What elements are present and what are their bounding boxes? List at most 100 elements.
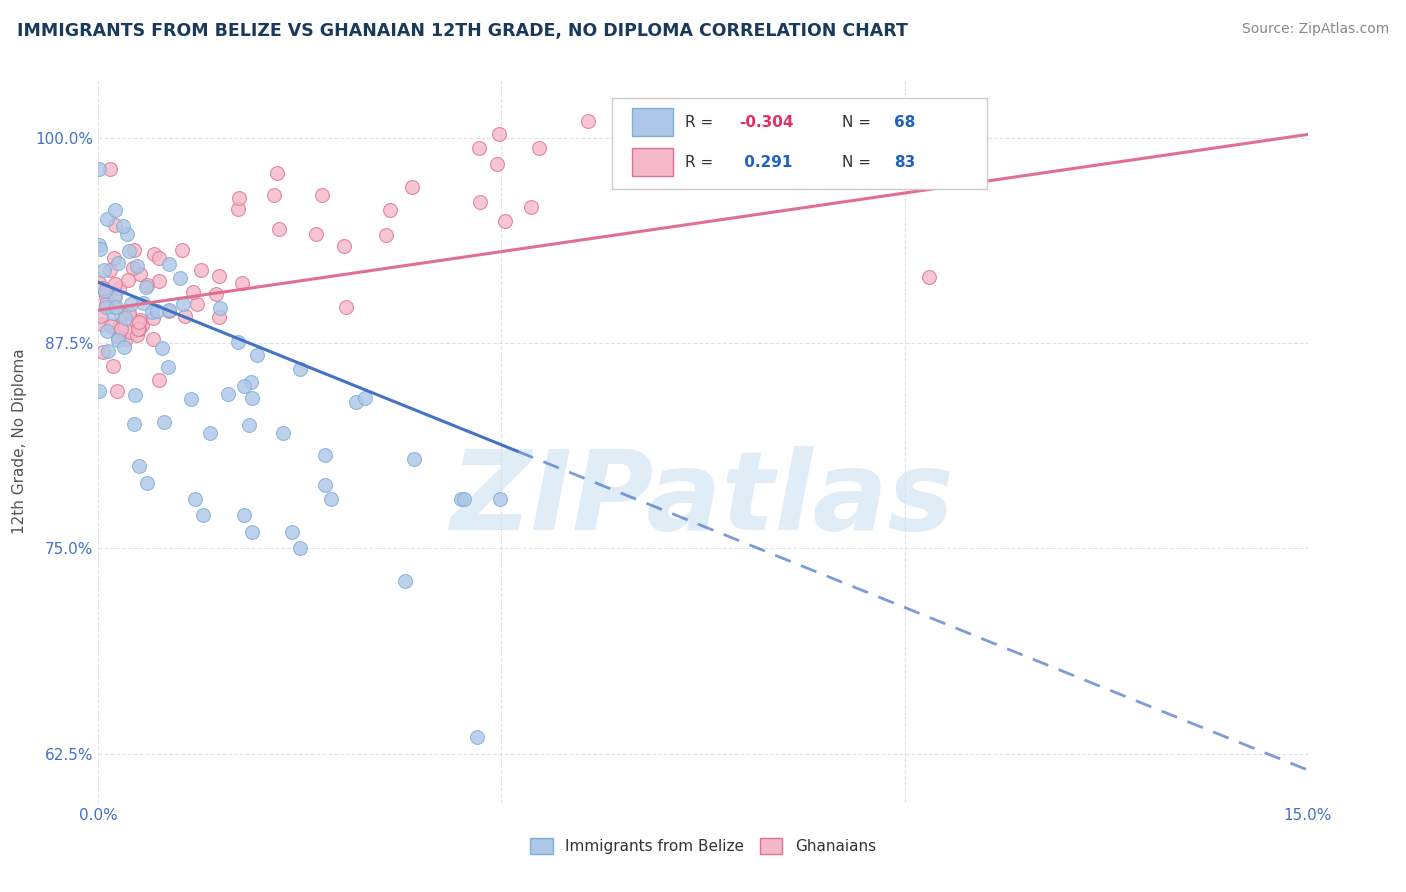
Point	[98, 263, 121, 277]
Text: N =: N =	[842, 155, 872, 170]
Point	[232, 508, 254, 523]
Point	[193, 508, 215, 523]
Point	[157, 302, 180, 317]
Point	[103, 301, 125, 315]
Point	[110, 322, 132, 336]
Point	[401, 180, 423, 194]
Point	[148, 274, 170, 288]
Point	[127, 322, 149, 336]
Point	[232, 379, 254, 393]
Point	[103, 289, 125, 303]
Y-axis label: 12th Grade, No Diploma: 12th Grade, No Diploma	[13, 349, 27, 534]
Point	[319, 491, 342, 506]
Point	[118, 306, 141, 320]
Point	[118, 244, 141, 258]
Point	[353, 391, 375, 405]
Point	[205, 286, 228, 301]
Point	[146, 304, 169, 318]
Point	[94, 297, 117, 311]
Point	[183, 285, 205, 300]
Text: IMMIGRANTS FROM BELIZE VS GHANAIAN 12TH GRADE, NO DIPLOMA CORRELATION CHART: IMMIGRANTS FROM BELIZE VS GHANAIAN 12TH …	[17, 22, 908, 40]
Point	[89, 276, 111, 290]
Text: R =: R =	[685, 115, 713, 130]
Point	[117, 227, 139, 241]
Point	[470, 194, 492, 209]
Point	[231, 276, 253, 290]
Point	[488, 128, 510, 142]
Text: N =: N =	[842, 115, 872, 130]
Point	[190, 263, 212, 277]
Point	[305, 227, 328, 241]
Point	[128, 313, 150, 327]
Point	[121, 260, 143, 275]
Point	[117, 273, 139, 287]
Point	[918, 270, 941, 285]
Text: Source: ZipAtlas.com: Source: ZipAtlas.com	[1241, 22, 1389, 37]
Point	[129, 267, 152, 281]
Point	[172, 297, 194, 311]
Point	[91, 317, 114, 331]
Point	[453, 491, 475, 506]
Point	[114, 332, 136, 346]
Point	[94, 283, 117, 297]
Point	[89, 243, 111, 257]
Point	[238, 417, 260, 432]
Point	[96, 211, 118, 226]
Point	[91, 281, 114, 295]
Point	[135, 475, 157, 490]
Point	[157, 303, 180, 318]
Point	[110, 317, 132, 331]
Point	[246, 348, 269, 362]
Point	[184, 491, 207, 506]
Point	[148, 251, 170, 265]
Point	[527, 141, 550, 155]
Point	[100, 319, 122, 334]
Point	[104, 277, 127, 292]
Point	[103, 251, 125, 265]
Point	[107, 333, 129, 347]
Point	[112, 340, 135, 354]
Point	[281, 524, 304, 539]
Point	[208, 310, 231, 324]
Point	[576, 114, 599, 128]
Point	[378, 202, 401, 217]
Point	[344, 394, 367, 409]
Text: 68: 68	[894, 115, 915, 130]
Point	[136, 277, 159, 292]
Point	[93, 344, 115, 359]
Point	[103, 290, 125, 304]
Point	[108, 281, 131, 295]
Point	[450, 491, 472, 506]
Point	[148, 373, 170, 387]
Point	[89, 161, 111, 176]
Text: 83: 83	[894, 155, 915, 170]
Point	[142, 247, 165, 261]
Point	[112, 219, 135, 234]
Point	[135, 280, 157, 294]
Point	[314, 478, 336, 492]
Point	[465, 730, 488, 744]
Point	[152, 415, 174, 429]
Point	[94, 284, 117, 298]
Point	[486, 157, 509, 171]
Point	[266, 166, 288, 180]
Point	[468, 141, 491, 155]
Text: -0.304: -0.304	[740, 115, 794, 130]
Point	[186, 296, 208, 310]
Point	[93, 263, 115, 277]
Point	[198, 426, 221, 441]
Point	[127, 316, 149, 330]
Point	[122, 417, 145, 431]
Point	[90, 309, 112, 323]
Point	[122, 243, 145, 257]
Point	[89, 384, 111, 398]
Point	[333, 238, 356, 252]
Point	[170, 243, 193, 257]
Point	[101, 359, 124, 373]
Text: 0.291: 0.291	[740, 155, 793, 170]
Point	[114, 310, 136, 325]
Point	[208, 301, 231, 316]
Point	[494, 214, 516, 228]
Point	[131, 318, 153, 332]
Point	[98, 162, 121, 177]
